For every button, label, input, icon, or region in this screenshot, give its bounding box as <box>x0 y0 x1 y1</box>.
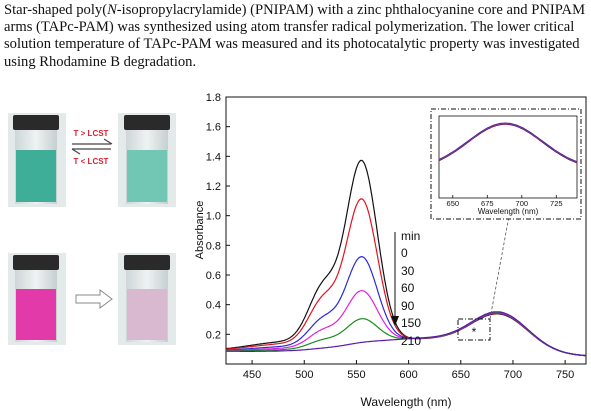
highlight-box <box>457 318 491 341</box>
x-axis-label: Wavelength (nm) <box>361 395 452 409</box>
legend-arrow-head <box>391 316 399 326</box>
x-tick-label-0: 450 <box>243 369 261 381</box>
legend-entry-0: 0 <box>401 246 408 260</box>
y-tick-label-1: 0.4 <box>206 300 221 312</box>
legend-title: min <box>401 229 420 243</box>
inset-plot: 650 675 700 725 Wavelength (nm) <box>430 108 582 220</box>
highlight-marker: * <box>472 325 477 339</box>
absorbance-chart: 450 500 550 600 650 700 750 0.20.40.60.81.01.2… <box>194 92 587 409</box>
vial-photos: T > LCST T < LCST <box>8 113 176 345</box>
y-tick-label-2: 0.6 <box>206 270 221 282</box>
time-legend: min 0 30 60 90 150 210 <box>391 229 421 348</box>
x-axis-ticks: 450 500 550 600 650 700 750 <box>243 360 574 381</box>
vial-cap-2 <box>124 115 170 130</box>
inset-outer-frame <box>430 108 582 220</box>
y-tick-label-8: 1.8 <box>206 92 221 104</box>
vial-solution-2 <box>127 150 167 202</box>
legend-entry-150: 150 <box>401 316 421 330</box>
spectrum-210-min <box>226 311 587 357</box>
x-tick-label-1: 500 <box>295 369 313 381</box>
inset-frame <box>438 115 578 199</box>
inset-tick-label-0: 650 <box>447 199 460 208</box>
label-t-below-lcst: T < LCST <box>74 157 109 166</box>
inset-spectrum-210-min <box>438 122 578 162</box>
y-tick-label-3: 0.8 <box>206 240 221 252</box>
vial-solution-1 <box>16 150 56 202</box>
x-tick-label-4: 650 <box>452 369 470 381</box>
legend-entry-60: 60 <box>401 281 415 295</box>
abstract-text: Star-shaped poly(N-isopropylacrylamide) … <box>4 2 586 70</box>
spectra-curves <box>225 159 587 357</box>
x-tick-label-2: 550 <box>347 369 365 381</box>
y-tick-label-5: 1.2 <box>206 181 221 193</box>
vial-solution-4 <box>127 289 167 340</box>
hollow-arrow <box>75 289 113 309</box>
y-tick-label-4: 1.0 <box>206 211 221 223</box>
label-t-above-lcst: T > LCST <box>74 129 109 138</box>
inset-x-ticks: 650 675 700 725 <box>447 195 563 208</box>
x-tick-label-3: 600 <box>399 369 417 381</box>
highlight-connector <box>489 199 513 320</box>
vial-solution-3 <box>16 289 56 340</box>
inset-curves <box>438 122 578 164</box>
inset-tick-label-1: 675 <box>481 199 494 208</box>
y-tick-label-6: 1.4 <box>206 151 221 163</box>
inset-tick-label-2: 700 <box>516 199 529 208</box>
arrow-forward-head <box>103 138 113 145</box>
legend-entry-30: 30 <box>401 264 415 278</box>
y-axis-label: Absorbance <box>194 201 206 260</box>
inset-x-axis-label: Wavelength (nm) <box>478 207 539 216</box>
y-tick-label-0: 0.2 <box>206 329 221 341</box>
vial-cap-1 <box>13 115 59 130</box>
vial-cap-3 <box>13 255 59 270</box>
plot-frame <box>225 96 587 365</box>
y-tick-label-7: 1.6 <box>206 122 221 134</box>
legend-entry-90: 90 <box>401 299 415 313</box>
x-tick-label-6: 750 <box>556 369 574 381</box>
y-axis-ticks: 0.2 0.4 0.6 0.8 1.0 1.2 1.4 1.6 1.8 <box>206 92 230 341</box>
vial-cap-4 <box>124 255 170 270</box>
x-tick-label-5: 700 <box>504 369 522 381</box>
inset-tick-label-3: 725 <box>550 199 563 208</box>
arrow-back-head <box>71 148 81 155</box>
legend-entry-210: 210 <box>401 334 421 348</box>
